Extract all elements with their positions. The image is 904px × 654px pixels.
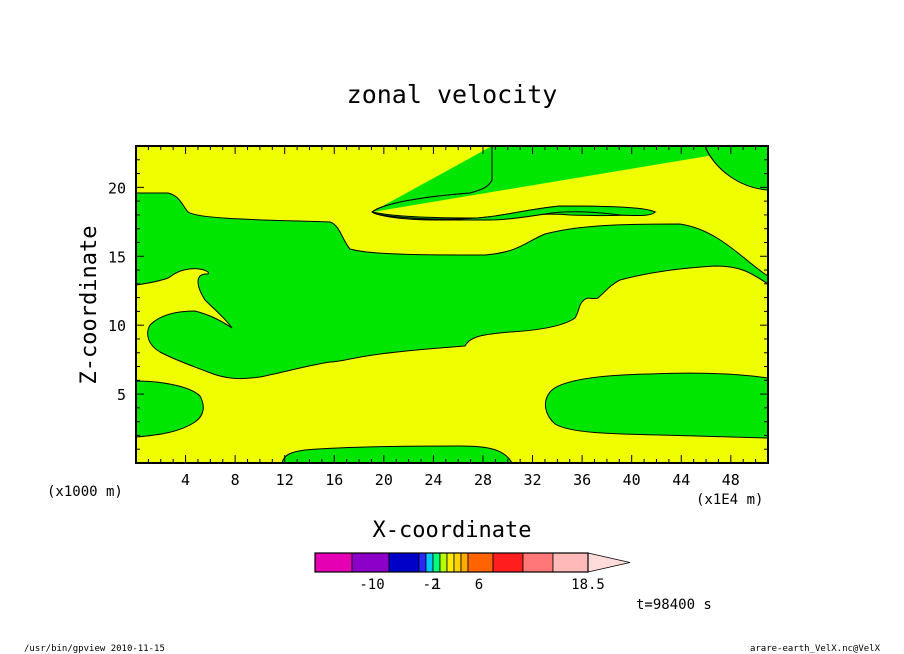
y-tick-label: 20 xyxy=(108,179,126,197)
y-axis-label: Z-coordinate xyxy=(77,226,102,385)
contour-region-green xyxy=(281,445,513,464)
x-tick-labels: 4 8 12 16 20 24 28 32 36 40 44 48 xyxy=(181,471,740,489)
colorbar-labels: -10 -21 6 18.5 xyxy=(359,577,605,593)
contour-region-green xyxy=(135,380,204,438)
x-tick-label: 20 xyxy=(375,471,393,489)
contour-regions xyxy=(135,145,769,464)
x-tick-label: 44 xyxy=(672,471,690,489)
colorbar xyxy=(314,552,631,573)
plot-frame xyxy=(135,145,769,464)
colorbar-swatch xyxy=(388,552,420,573)
y-unit-note: (x1000 m) xyxy=(47,484,123,500)
x-tick-label: 8 xyxy=(231,471,240,489)
colorbar-arrow xyxy=(587,552,631,573)
colorbar-label: 6 xyxy=(475,577,483,593)
colorbar-swatch xyxy=(351,552,390,573)
y-tick-label: 15 xyxy=(108,248,126,266)
footer-left: /usr/bin/gpview 2010-11-15 xyxy=(24,644,165,654)
x-tick-label: 28 xyxy=(474,471,492,489)
x-tick-label: 24 xyxy=(424,471,442,489)
x-tick-label: 36 xyxy=(573,471,591,489)
colorbar-swatch xyxy=(432,552,441,573)
contour-region-green xyxy=(135,192,769,380)
colorbar-swatch xyxy=(314,552,353,573)
x-tick-label: 48 xyxy=(722,471,740,489)
x-axis-label: X-coordinate xyxy=(373,518,532,543)
colorbar-swatch xyxy=(425,552,434,573)
contour-region-green xyxy=(544,372,769,439)
chart-title: zonal velocity xyxy=(347,80,558,109)
time-label: t=98400 s xyxy=(636,597,712,613)
contour-region-green xyxy=(371,146,656,221)
x-tick-label: 4 xyxy=(181,471,190,489)
y-tick-label: 5 xyxy=(117,386,126,404)
x-tick-label: 32 xyxy=(524,471,542,489)
x-tick-label: 12 xyxy=(276,471,294,489)
colorbar-label: 18.5 xyxy=(571,577,605,593)
colorbar-swatch xyxy=(552,552,589,573)
colorbar-label: 1 xyxy=(433,577,441,593)
plot-area xyxy=(135,145,769,464)
colorbar-swatch xyxy=(439,552,448,573)
colorbar-frame xyxy=(314,552,589,573)
colorbar-swatch xyxy=(453,552,462,573)
colorbar-swatch xyxy=(460,552,469,573)
y-tick-labels: 5 10 15 20 xyxy=(108,179,126,404)
colorbar-swatch xyxy=(418,552,427,573)
colorbar-swatch xyxy=(522,552,554,573)
colorbar-swatch xyxy=(446,552,455,573)
colorbar-label: -10 xyxy=(359,577,384,593)
tick-marks xyxy=(136,146,768,463)
footer-right: arare-earth_VelX.nc@VelX xyxy=(750,644,881,654)
colorbar-swatch xyxy=(492,552,524,573)
x-tick-label: 16 xyxy=(325,471,343,489)
x-unit-note: (x1E4 m) xyxy=(696,492,763,508)
colorbar-swatch xyxy=(467,552,494,573)
y-tick-label: 10 xyxy=(108,317,126,335)
colorbar-label: -2 xyxy=(423,577,440,593)
x-tick-label: 40 xyxy=(623,471,641,489)
